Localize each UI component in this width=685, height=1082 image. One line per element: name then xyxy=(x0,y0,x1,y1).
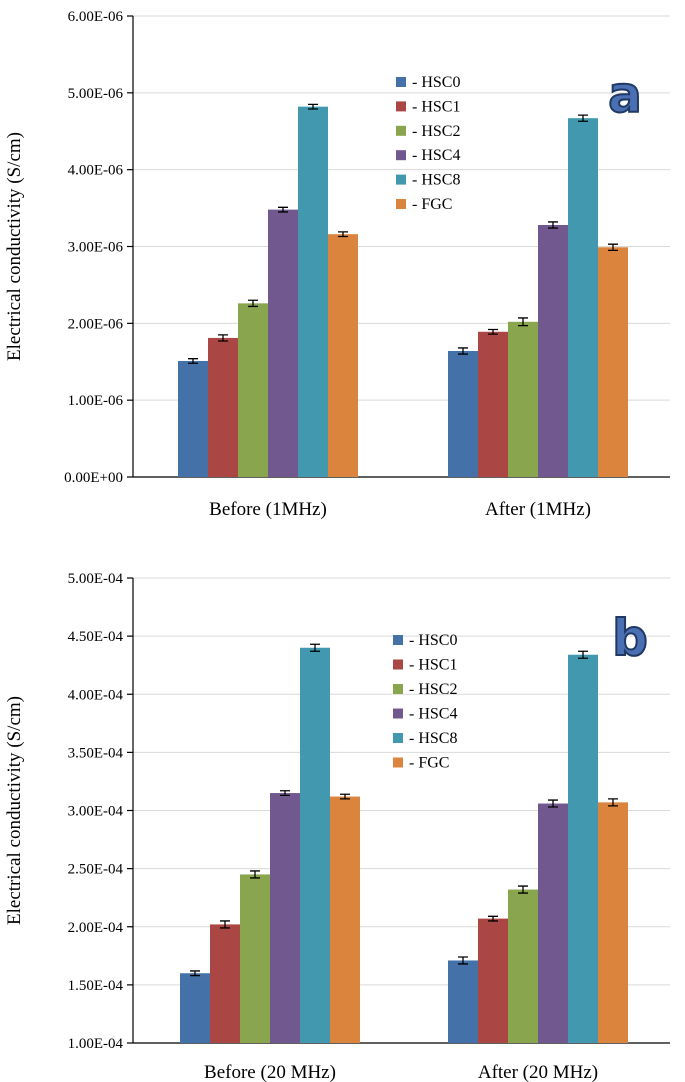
y-tick-label: 3.00E-04 xyxy=(68,804,124,820)
y-tick-label: 2.00E-06 xyxy=(68,316,124,332)
bar xyxy=(210,924,240,1043)
error-bar xyxy=(340,793,350,800)
legend-swatch xyxy=(393,733,403,743)
legend-label: - FGC xyxy=(409,755,449,772)
bar xyxy=(298,106,328,477)
legend-swatch xyxy=(396,150,406,161)
y-tick-label: 2.50E-04 xyxy=(68,862,124,878)
legend-swatch xyxy=(393,684,403,694)
bar xyxy=(508,889,538,1043)
x-category-label: After (1MHz) xyxy=(485,499,591,520)
bar xyxy=(238,303,268,477)
legend-label: - HSC2 xyxy=(409,681,457,698)
legend-swatch xyxy=(393,757,403,768)
error-bar xyxy=(548,799,558,808)
legend-swatch xyxy=(396,77,406,87)
legend-label: - HSC8 xyxy=(409,730,457,747)
legend-swatch xyxy=(393,708,403,719)
y-axis-label: Electrical conductivity (S/cm) xyxy=(4,132,25,361)
y-tick-label: 4.00E-04 xyxy=(68,687,124,703)
legend-swatch xyxy=(393,659,403,670)
error-bar xyxy=(188,358,198,364)
legend-label: - HSC4 xyxy=(412,147,460,164)
error-bar xyxy=(218,334,228,342)
bar xyxy=(598,802,628,1043)
error-bar xyxy=(518,885,528,894)
bar xyxy=(538,224,568,477)
legend-label: - HSC4 xyxy=(409,706,457,723)
error-bar xyxy=(458,347,468,355)
legend-label: - HSC2 xyxy=(412,123,460,140)
bar xyxy=(538,803,568,1043)
legend-label: - HSC1 xyxy=(412,98,460,115)
legend-swatch xyxy=(396,101,406,112)
error-bar xyxy=(308,103,318,110)
bar xyxy=(448,960,478,1043)
error-bar xyxy=(578,114,588,122)
error-bar xyxy=(190,970,200,977)
y-tick-label: 3.00E-06 xyxy=(68,240,124,256)
bar xyxy=(328,234,358,477)
panel-label: a xyxy=(608,66,642,124)
bar xyxy=(240,874,270,1043)
y-tick-label: 0.00E+00 xyxy=(64,470,123,486)
bar xyxy=(178,360,208,477)
chart-a: 0.00E+00 1.00E-06 2.00E-06 3.00E-06 4.00E-06… xyxy=(4,9,670,520)
error-bar xyxy=(608,798,618,807)
x-category-label: Before (1MHz) xyxy=(209,499,327,520)
panel-label: b xyxy=(612,609,648,667)
error-bar xyxy=(220,920,230,929)
bar xyxy=(478,331,508,477)
error-bar xyxy=(280,790,290,797)
legend-swatch xyxy=(396,174,406,185)
error-bar xyxy=(488,915,498,922)
bar xyxy=(478,918,508,1043)
y-tick-label: 6.00E-06 xyxy=(68,9,124,25)
bar xyxy=(568,654,598,1043)
error-bar xyxy=(578,650,588,659)
bar xyxy=(598,247,628,477)
x-category-label: After (20 MHz) xyxy=(478,1062,598,1082)
chart-b: 1.00E-04 1.50E-04 2.00E-04 2.50E-04 3.00E-04… xyxy=(4,571,670,1082)
y-axis-label: Electrical conductivity (S/cm) xyxy=(4,696,25,925)
y-tick-label: 1.00E-04 xyxy=(68,1036,124,1052)
y-tick-label: 1.50E-04 xyxy=(68,978,124,994)
error-bar xyxy=(458,956,468,965)
legend-swatch xyxy=(396,199,406,209)
bar xyxy=(448,350,478,477)
y-tick-label: 4.00E-06 xyxy=(68,163,124,179)
bar xyxy=(568,118,598,478)
error-bar xyxy=(250,870,260,879)
y-tick-label: 2.00E-04 xyxy=(68,920,124,936)
bar xyxy=(180,973,210,1043)
y-tick-label: 3.50E-04 xyxy=(68,745,124,761)
bar xyxy=(300,647,330,1043)
y-tick-label: 5.00E-04 xyxy=(68,571,124,587)
y-tick-label: 4.50E-04 xyxy=(68,629,124,645)
error-bar xyxy=(518,317,528,327)
legend-swatch xyxy=(396,125,406,136)
bar xyxy=(270,793,300,1043)
legend-swatch xyxy=(393,635,403,645)
legend-label: - FGC xyxy=(412,196,452,213)
bar xyxy=(508,321,538,477)
bar xyxy=(330,796,360,1043)
error-bar xyxy=(310,643,320,652)
error-bar xyxy=(548,221,558,229)
legend-label: - HSC8 xyxy=(412,172,460,189)
y-tick-label: 1.00E-06 xyxy=(68,393,124,409)
bar xyxy=(208,337,238,477)
legend-label: - HSC0 xyxy=(409,632,457,649)
legend-label: - HSC0 xyxy=(412,74,460,91)
bar xyxy=(268,209,298,477)
x-category-label: Before (20 MHz) xyxy=(204,1062,336,1082)
error-bar xyxy=(248,299,258,308)
error-bar xyxy=(278,206,288,213)
y-tick-label: 5.00E-06 xyxy=(68,86,124,102)
error-bar xyxy=(338,231,348,238)
error-bar xyxy=(608,243,618,251)
legend-label: - HSC1 xyxy=(409,657,457,674)
error-bar xyxy=(488,328,498,335)
